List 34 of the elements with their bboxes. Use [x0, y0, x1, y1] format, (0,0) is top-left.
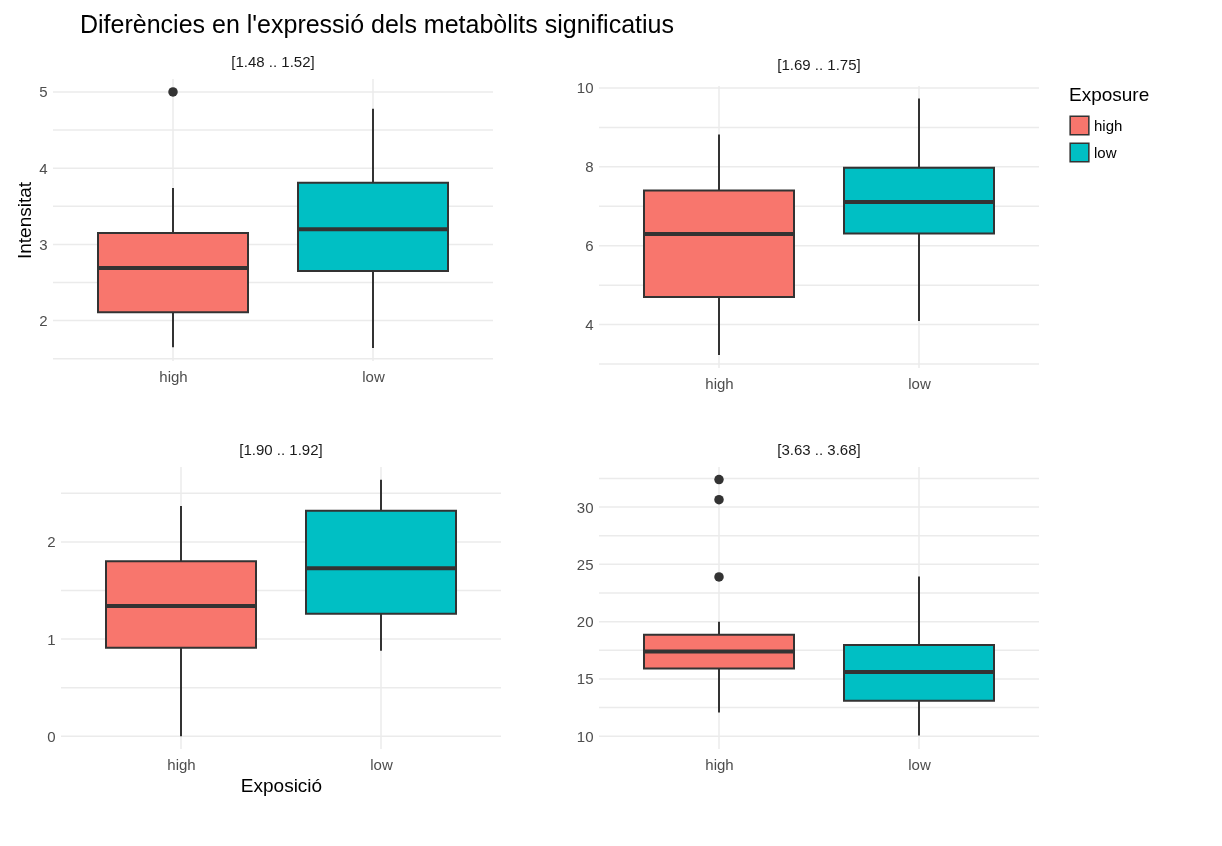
y-tick-label: 1 [47, 630, 56, 648]
x-tick-label: high [705, 374, 734, 392]
x-tick-label: low [362, 367, 385, 385]
x-tick-label: low [908, 374, 931, 392]
y-tick-label: 10 [576, 79, 594, 97]
y-tick-label: 10 [576, 727, 594, 745]
y-tick-label: 6 [585, 237, 594, 255]
y-tick-label: 3 [39, 235, 48, 253]
chart-subtitle: [1.48 .. 1.52] [231, 53, 315, 71]
y-tick-label: 4 [39, 159, 48, 177]
y-tick-label: 15 [576, 670, 594, 688]
x-tick-label: high [159, 367, 188, 385]
chart-title: Diferències en l'expressió dels metabòlits significatius [80, 10, 674, 40]
legend-label: low [1094, 143, 1117, 161]
chart-subtitle: [1.90 .. 1.92] [239, 441, 323, 459]
chart-subtitle: [1.69 .. 1.75] [777, 55, 861, 73]
x-tick-label: low [908, 755, 931, 773]
y-tick-label: 30 [576, 498, 594, 516]
y-tick-label: 8 [585, 158, 594, 176]
x-axis-title: Exposició [240, 774, 323, 796]
legend-label: high [1094, 116, 1123, 134]
y-tick-label: 4 [585, 316, 594, 334]
x-tick-label: low [370, 755, 393, 773]
chart-subtitle: [3.63 .. 3.68] [777, 441, 861, 459]
y-tick-label: 5 [39, 83, 48, 101]
y-axis-title: Intensitat [14, 181, 36, 260]
y-tick-label: 25 [576, 555, 594, 573]
x-tick-label: high [705, 755, 734, 773]
y-tick-label: 2 [47, 533, 56, 551]
x-tick-label: high [167, 755, 196, 773]
y-tick-label: 20 [576, 613, 594, 631]
y-tick-label: 0 [47, 727, 56, 745]
y-tick-label: 2 [39, 312, 48, 330]
legend-title: Exposure [1069, 84, 1150, 105]
